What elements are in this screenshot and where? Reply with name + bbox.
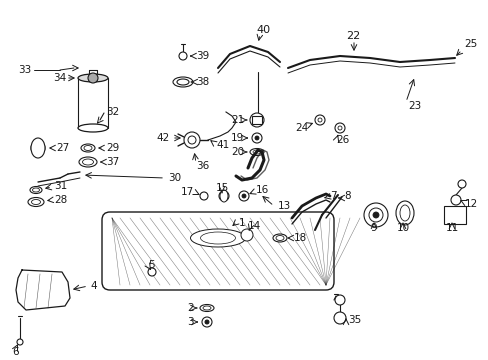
Text: 26: 26 — [335, 135, 348, 145]
Text: 1: 1 — [239, 218, 245, 228]
Ellipse shape — [399, 205, 409, 221]
Ellipse shape — [31, 199, 41, 204]
Ellipse shape — [272, 234, 286, 242]
Text: 23: 23 — [407, 101, 420, 111]
Text: 18: 18 — [293, 233, 306, 243]
Circle shape — [179, 52, 186, 60]
Ellipse shape — [28, 198, 44, 207]
Circle shape — [17, 339, 23, 345]
Ellipse shape — [78, 124, 108, 132]
Ellipse shape — [395, 201, 413, 225]
Circle shape — [457, 180, 465, 188]
Ellipse shape — [190, 229, 245, 247]
Text: 13: 13 — [278, 201, 291, 211]
Circle shape — [334, 295, 345, 305]
Circle shape — [363, 203, 387, 227]
Circle shape — [368, 208, 382, 222]
Circle shape — [317, 118, 321, 122]
Text: 2: 2 — [187, 303, 194, 313]
Ellipse shape — [252, 150, 261, 154]
Text: 11: 11 — [445, 223, 458, 233]
Text: 4: 4 — [90, 281, 97, 291]
Ellipse shape — [249, 149, 264, 156]
Circle shape — [254, 136, 259, 140]
Ellipse shape — [32, 188, 40, 192]
Text: 35: 35 — [347, 315, 361, 325]
Bar — [443, 206, 465, 224]
Ellipse shape — [84, 145, 92, 150]
Text: 24: 24 — [294, 123, 307, 133]
Ellipse shape — [78, 74, 108, 82]
Text: 32: 32 — [106, 107, 119, 117]
Circle shape — [372, 212, 378, 218]
Ellipse shape — [275, 235, 284, 240]
Text: 34: 34 — [53, 73, 66, 83]
Circle shape — [148, 268, 156, 276]
Ellipse shape — [79, 157, 97, 167]
Text: 7: 7 — [329, 191, 336, 201]
Text: 10: 10 — [396, 223, 409, 233]
Text: 12: 12 — [464, 199, 477, 209]
Ellipse shape — [200, 305, 214, 311]
Text: 17: 17 — [181, 187, 194, 197]
Text: 36: 36 — [196, 161, 209, 171]
Circle shape — [242, 194, 245, 198]
Text: 3: 3 — [187, 317, 194, 327]
Ellipse shape — [203, 306, 210, 310]
Text: 9: 9 — [370, 223, 377, 233]
Circle shape — [202, 317, 212, 327]
Circle shape — [204, 320, 208, 324]
Text: 40: 40 — [256, 25, 269, 35]
Text: 38: 38 — [196, 77, 209, 87]
Circle shape — [187, 136, 196, 144]
Text: 16: 16 — [256, 185, 269, 195]
Circle shape — [31, 141, 45, 155]
Circle shape — [239, 191, 248, 201]
Circle shape — [251, 133, 262, 143]
Circle shape — [314, 115, 325, 125]
Circle shape — [183, 132, 200, 148]
Text: 25: 25 — [463, 39, 476, 49]
Ellipse shape — [31, 138, 45, 158]
Circle shape — [241, 229, 252, 241]
Text: 29: 29 — [106, 143, 119, 153]
FancyBboxPatch shape — [102, 212, 333, 290]
Ellipse shape — [220, 190, 227, 202]
Circle shape — [200, 192, 207, 200]
Circle shape — [249, 113, 264, 127]
Text: 42: 42 — [157, 133, 170, 143]
Circle shape — [337, 126, 341, 130]
Text: 20: 20 — [230, 147, 244, 157]
Circle shape — [88, 73, 98, 83]
Ellipse shape — [173, 77, 193, 87]
Text: 15: 15 — [215, 183, 228, 193]
Ellipse shape — [82, 159, 93, 165]
Ellipse shape — [81, 144, 95, 152]
Text: 30: 30 — [168, 173, 181, 183]
Text: 31: 31 — [54, 181, 67, 191]
Text: 21: 21 — [230, 115, 244, 125]
Text: 39: 39 — [196, 51, 209, 61]
Text: 19: 19 — [230, 133, 244, 143]
Text: 41: 41 — [216, 140, 229, 150]
Circle shape — [450, 195, 460, 205]
Text: 27: 27 — [56, 143, 69, 153]
Ellipse shape — [177, 79, 189, 85]
Circle shape — [333, 312, 346, 324]
Text: 22: 22 — [346, 31, 360, 41]
Text: 6: 6 — [13, 347, 19, 357]
Text: 8: 8 — [343, 191, 350, 201]
Circle shape — [219, 191, 228, 201]
Text: 14: 14 — [247, 221, 261, 231]
Text: 37: 37 — [106, 157, 119, 167]
Circle shape — [334, 123, 345, 133]
Ellipse shape — [30, 186, 42, 194]
Text: 28: 28 — [54, 195, 67, 205]
Text: 5: 5 — [148, 260, 154, 270]
Bar — [251, 116, 262, 124]
Ellipse shape — [200, 232, 235, 244]
Text: 33: 33 — [18, 65, 31, 75]
